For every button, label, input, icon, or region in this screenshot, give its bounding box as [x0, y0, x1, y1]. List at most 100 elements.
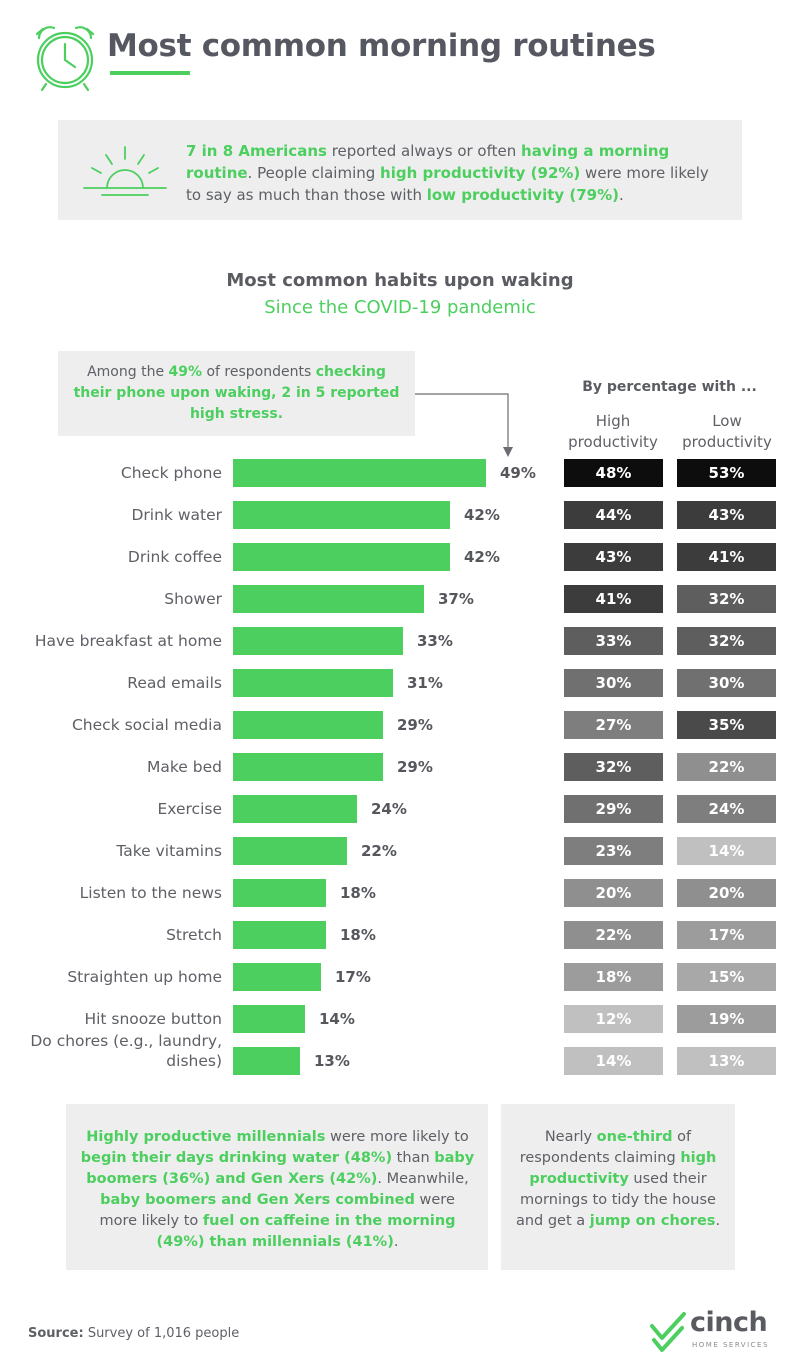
highlight-text: low productivity (79%) [426, 186, 620, 204]
body-text: of respondents [202, 364, 316, 380]
category-label: Listen to the news [79, 884, 222, 902]
low-productivity-cell: 41% [677, 543, 776, 571]
body-text: Nearly [544, 1129, 597, 1145]
bar [233, 963, 321, 991]
low-productivity-cell: 17% [677, 921, 776, 949]
low-productivity-cell: 14% [677, 837, 776, 865]
bar-value-label: 42% [464, 506, 500, 524]
bar [233, 543, 450, 571]
highlight-text: jump on chores [589, 1213, 716, 1229]
highlight-text: having a morning routine [186, 142, 670, 182]
high-productivity-cell: 48% [564, 459, 663, 487]
bar [233, 669, 393, 697]
bar [233, 921, 326, 949]
callout-text: Among the 49% of respondents checking th… [70, 362, 403, 425]
category-label: Exercise [157, 800, 223, 818]
body-text: Among the [87, 364, 169, 380]
high-productivity-cell: 14% [564, 1047, 663, 1075]
alarm-clock-icon [35, 26, 95, 92]
high-productivity-cell: 43% [564, 543, 663, 571]
callout-box [58, 351, 415, 436]
low-productivity-cell: 32% [677, 627, 776, 655]
high-productivity-cell: 22% [564, 921, 663, 949]
category-label: Drink coffee [127, 548, 222, 566]
highlight-text: fuel on caffeine in the morning (49%) th… [156, 1213, 456, 1250]
source-note: Source: Survey of 1,016 people [28, 1326, 239, 1341]
body-text: were more likely to say as much than tho… [186, 164, 709, 204]
category-label: Shower [164, 590, 222, 608]
sunrise-icon [83, 146, 167, 196]
body-text: were more likely to [99, 1192, 455, 1229]
highlight-text: baby boomers (36%) and Gen Xers (42%) [86, 1150, 475, 1187]
bar-value-label: 29% [397, 758, 433, 776]
category-label: Read emails [127, 674, 222, 692]
category-label: Drink water [131, 506, 222, 524]
note-text-millennials: Highly productive millennials were more … [80, 1127, 475, 1253]
cinch-logo-icon [650, 1312, 686, 1352]
logo-subtitle: HOME SERVICES [692, 1341, 769, 1349]
bar-value-label: 24% [371, 800, 407, 818]
table-header-by-percentage: By percentage with ... [582, 379, 757, 395]
highlight-text: 49% [168, 364, 203, 380]
category-label: Do chores (e.g., laundry, dishes) [30, 1032, 222, 1070]
bar-value-label: 14% [319, 1010, 355, 1028]
low-productivity-cell: 20% [677, 879, 776, 907]
bar [233, 585, 424, 613]
high-productivity-cell: 32% [564, 753, 663, 781]
title-underline [110, 71, 190, 75]
low-productivity-cell: 35% [677, 711, 776, 739]
bar-value-label: 17% [335, 968, 371, 986]
high-productivity-cell: 12% [564, 1005, 663, 1033]
bar [233, 795, 357, 823]
highlight-text: baby boomers and Gen Xers combined [100, 1192, 415, 1208]
low-productivity-cell: 15% [677, 963, 776, 991]
high-productivity-cell: 23% [564, 837, 663, 865]
highlight-text: high productivity (92%) [380, 164, 581, 182]
bar-value-label: 13% [314, 1052, 350, 1070]
highlight-text: begin their days drinking water (48%) [80, 1150, 393, 1166]
high-productivity-cell: 18% [564, 963, 663, 991]
intro-text: 7 in 8 Americans reported always or ofte… [186, 140, 726, 206]
category-label: Hit snooze button [84, 1010, 222, 1028]
bar [233, 1005, 305, 1033]
column-header-high-productivity: High productivity [568, 412, 658, 451]
low-productivity-cell: 13% [677, 1047, 776, 1075]
body-text: . Meanwhile, [377, 1171, 469, 1187]
high-productivity-cell: 27% [564, 711, 663, 739]
source-text: Survey of 1,016 people [83, 1326, 240, 1341]
category-label: Make bed [147, 758, 222, 776]
logo-wordmark: cinch [690, 1307, 768, 1338]
bar [233, 501, 450, 529]
high-productivity-cell: 41% [564, 585, 663, 613]
note-text-chores: Nearly one-third of respondents claiming… [512, 1127, 724, 1232]
bar-value-label: 22% [361, 842, 397, 860]
high-productivity-cell: 20% [564, 879, 663, 907]
body-text: reported always or often [326, 142, 522, 160]
high-productivity-cell: 33% [564, 627, 663, 655]
low-productivity-cell: 24% [677, 795, 776, 823]
high-productivity-cell: 30% [564, 669, 663, 697]
body-text: of respondents claiming [519, 1129, 692, 1166]
category-label: Straighten up home [67, 968, 222, 986]
bar-value-label: 49% [500, 464, 536, 482]
bar [233, 627, 403, 655]
note-box-millennials [66, 1104, 488, 1270]
low-productivity-cell: 43% [677, 501, 776, 529]
body-text: . [393, 1234, 399, 1250]
bar [233, 711, 383, 739]
bar-value-label: 18% [340, 884, 376, 902]
body-text: . People claiming [247, 164, 381, 182]
low-productivity-cell: 32% [677, 585, 776, 613]
bar-value-label: 29% [397, 716, 433, 734]
high-productivity-cell: 44% [564, 501, 663, 529]
column-header-low-productivity: Low productivity [682, 412, 772, 451]
bar [233, 1047, 300, 1075]
category-label: Check social media [71, 716, 222, 734]
bar-value-label: 33% [417, 632, 453, 650]
bar-value-label: 42% [464, 548, 500, 566]
chart-subtitle: Since the COVID-19 pandemic [264, 297, 536, 318]
chart-title: Most common habits upon waking [226, 270, 574, 291]
low-productivity-cell: 53% [677, 459, 776, 487]
bar-value-label: 37% [438, 590, 474, 608]
